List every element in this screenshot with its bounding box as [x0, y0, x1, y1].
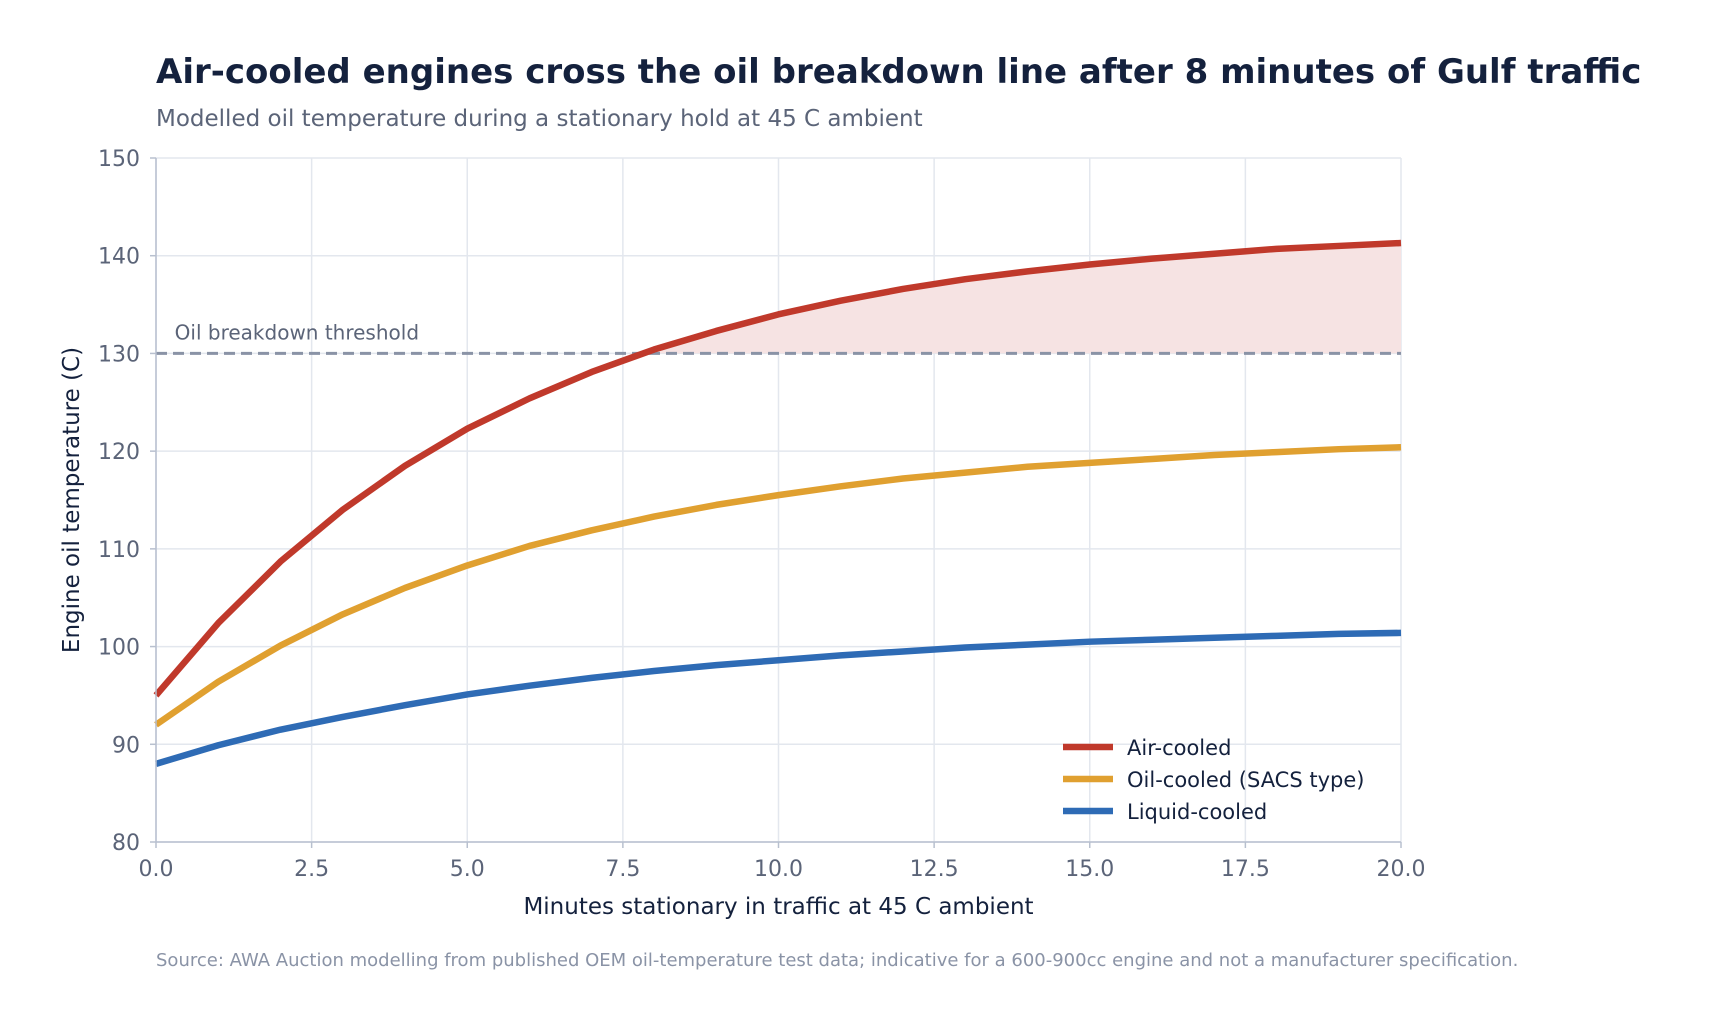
- x-tick-label: 7.5: [605, 857, 640, 882]
- series-lines: [153, 239, 1402, 767]
- y-tick-label: 90: [112, 733, 140, 758]
- x-tick-label: 15.0: [1065, 857, 1114, 882]
- y-tick-label: 150: [98, 147, 140, 172]
- tick-labels: 0.0 2.5 5.0 7.5 10.0 12.5 15.0 17.5 20.0 80 90 100 1…: [98, 147, 1425, 882]
- legend-label: Air-cooled: [1127, 736, 1231, 760]
- series-line-2: [155, 629, 1402, 767]
- x-tick-label: 20.0: [1377, 857, 1426, 882]
- x-tick-label: 5.0: [450, 857, 485, 882]
- y-tick-label: 80: [112, 831, 140, 856]
- x-tick-label: 2.5: [294, 857, 329, 882]
- breakdown-fill-area: [643, 243, 1401, 354]
- x-tick-label: 0.0: [139, 857, 174, 882]
- legend-label: Oil-cooled (SACS type): [1127, 768, 1364, 792]
- legend-label: Liquid-cooled: [1127, 800, 1267, 824]
- y-tick-label: 140: [98, 245, 140, 270]
- x-tick-label: 17.5: [1221, 857, 1270, 882]
- series-line-0: [153, 239, 1402, 698]
- x-tick-label: 12.5: [910, 857, 959, 882]
- legend: Air-cooled Oil-cooled (SACS type) Liquid-c…: [1063, 736, 1364, 824]
- y-tick-label: 110: [98, 538, 140, 563]
- x-axis-label: Minutes stationary in traffic at 45 C am…: [523, 894, 1033, 920]
- y-tick-label: 130: [98, 342, 140, 367]
- y-tick-label: 120: [98, 440, 140, 465]
- chart-title: Air-cooled engines cross the oil breakdo…: [156, 52, 1642, 92]
- y-tick-label: 100: [98, 636, 140, 661]
- source-note: Source: AWA Auction modelling from publi…: [156, 950, 1519, 971]
- series-line-1: [154, 443, 1402, 728]
- y-axis-label: Engine oil temperature (C): [59, 347, 85, 653]
- chart-subtitle: Modelled oil temperature during a statio…: [156, 106, 923, 132]
- x-tick-label: 10.0: [754, 857, 803, 882]
- threshold-label: Oil breakdown threshold: [175, 320, 419, 344]
